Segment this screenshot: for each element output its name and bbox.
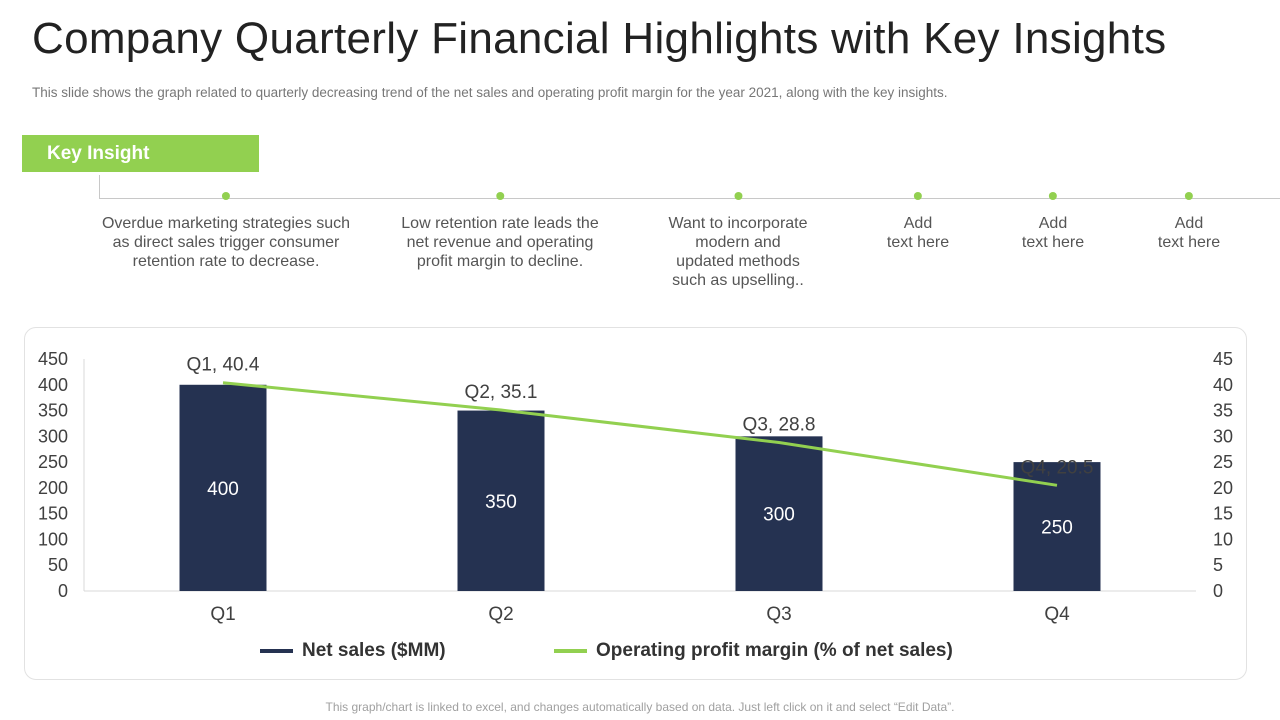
y-left-tick-label: 300 bbox=[38, 426, 68, 446]
y-right-tick-label: 30 bbox=[1213, 426, 1233, 446]
insight-item: Want to incorporate modern and updated m… bbox=[668, 192, 808, 290]
y-left-tick-label: 100 bbox=[38, 529, 68, 549]
y-left-tick-label: 250 bbox=[38, 452, 68, 472]
y-left-tick-label: 0 bbox=[58, 581, 68, 601]
line-operating-margin bbox=[222, 381, 1058, 487]
insight-item: Add text here bbox=[1158, 192, 1220, 252]
y-right-tick-label: 35 bbox=[1213, 401, 1233, 421]
insight-text: Add text here bbox=[886, 215, 950, 251]
insight-text: Low retention rate leads the net revenue… bbox=[401, 215, 599, 270]
line-data-label: Q1, 40.4 bbox=[187, 355, 260, 376]
insight-item: Overdue marketing strategies such as dir… bbox=[102, 192, 350, 271]
line-data-label: Q4, 20.5 bbox=[1021, 457, 1094, 478]
bar-data-label: 250 bbox=[1041, 518, 1073, 539]
legend-item-net-sales: Net sales ($MM) bbox=[260, 640, 446, 662]
x-tick-label: Q1 bbox=[210, 604, 235, 625]
timeline-dot bbox=[1184, 192, 1193, 200]
bar-net-sales bbox=[735, 436, 823, 591]
insight-text: Add text here bbox=[1157, 215, 1221, 251]
y-left-tick-label: 50 bbox=[48, 555, 68, 575]
y-right-tick-label: 45 bbox=[1213, 349, 1233, 369]
timeline-dot bbox=[222, 192, 230, 200]
key-insight-badge: Key Insight bbox=[22, 135, 259, 172]
timeline-dot bbox=[913, 192, 922, 200]
bar-data-label: 400 bbox=[207, 479, 239, 500]
footer-note: This graph/chart is linked to excel, and… bbox=[325, 700, 955, 714]
insight-text: Overdue marketing strategies such as dir… bbox=[101, 215, 351, 270]
legend-swatch-net-sales bbox=[260, 649, 293, 653]
bar-data-label: 300 bbox=[763, 505, 795, 526]
y-right-tick-label: 40 bbox=[1213, 375, 1233, 395]
line-data-label: Q3, 28.8 bbox=[743, 415, 816, 436]
legend-label-net-sales: Net sales ($MM) bbox=[302, 640, 446, 661]
x-tick-label: Q2 bbox=[488, 604, 513, 625]
y-left-tick-label: 450 bbox=[38, 349, 68, 369]
timeline-line bbox=[99, 198, 1280, 199]
timeline-dot bbox=[1048, 192, 1057, 200]
x-tick-label: Q4 bbox=[1044, 604, 1070, 625]
insight-text: Want to incorporate modern and updated m… bbox=[668, 215, 808, 289]
legend-label-margin: Operating profit margin (% of net sales) bbox=[596, 640, 953, 661]
bar-data-label: 350 bbox=[485, 492, 517, 513]
y-right-tick-label: 25 bbox=[1213, 452, 1233, 472]
page-subtitle: This slide shows the graph related to qu… bbox=[32, 85, 948, 100]
line-data-label: Q2, 35.1 bbox=[465, 382, 538, 403]
chart-frame bbox=[24, 327, 1247, 680]
page-title: Company Quarterly Financial Highlights w… bbox=[32, 14, 1167, 63]
y-right-tick-label: 15 bbox=[1213, 504, 1233, 524]
timeline-connector bbox=[99, 175, 100, 198]
insight-item: Add text here bbox=[887, 192, 949, 252]
timeline-dot bbox=[734, 192, 742, 200]
y-left-tick-label: 400 bbox=[38, 375, 68, 395]
y-left-tick-label: 350 bbox=[38, 401, 68, 421]
y-left-tick-label: 150 bbox=[38, 504, 68, 524]
insight-item: Add text here bbox=[1022, 192, 1084, 252]
bar-net-sales bbox=[1013, 462, 1101, 591]
y-right-tick-label: 5 bbox=[1213, 555, 1223, 575]
bar-net-sales bbox=[457, 410, 545, 591]
legend-swatch-margin bbox=[554, 649, 587, 653]
y-right-tick-label: 20 bbox=[1213, 478, 1233, 498]
y-right-tick-label: 0 bbox=[1213, 581, 1223, 601]
y-right-tick-label: 10 bbox=[1213, 529, 1233, 549]
timeline-dot bbox=[496, 192, 504, 200]
y-left-tick-label: 200 bbox=[38, 478, 68, 498]
bar-net-sales bbox=[179, 384, 267, 591]
insight-item: Low retention rate leads the net revenue… bbox=[401, 192, 599, 271]
insight-text: Add text here bbox=[1021, 215, 1085, 251]
x-tick-label: Q3 bbox=[766, 604, 791, 625]
legend-item-margin: Operating profit margin (% of net sales) bbox=[554, 640, 953, 662]
